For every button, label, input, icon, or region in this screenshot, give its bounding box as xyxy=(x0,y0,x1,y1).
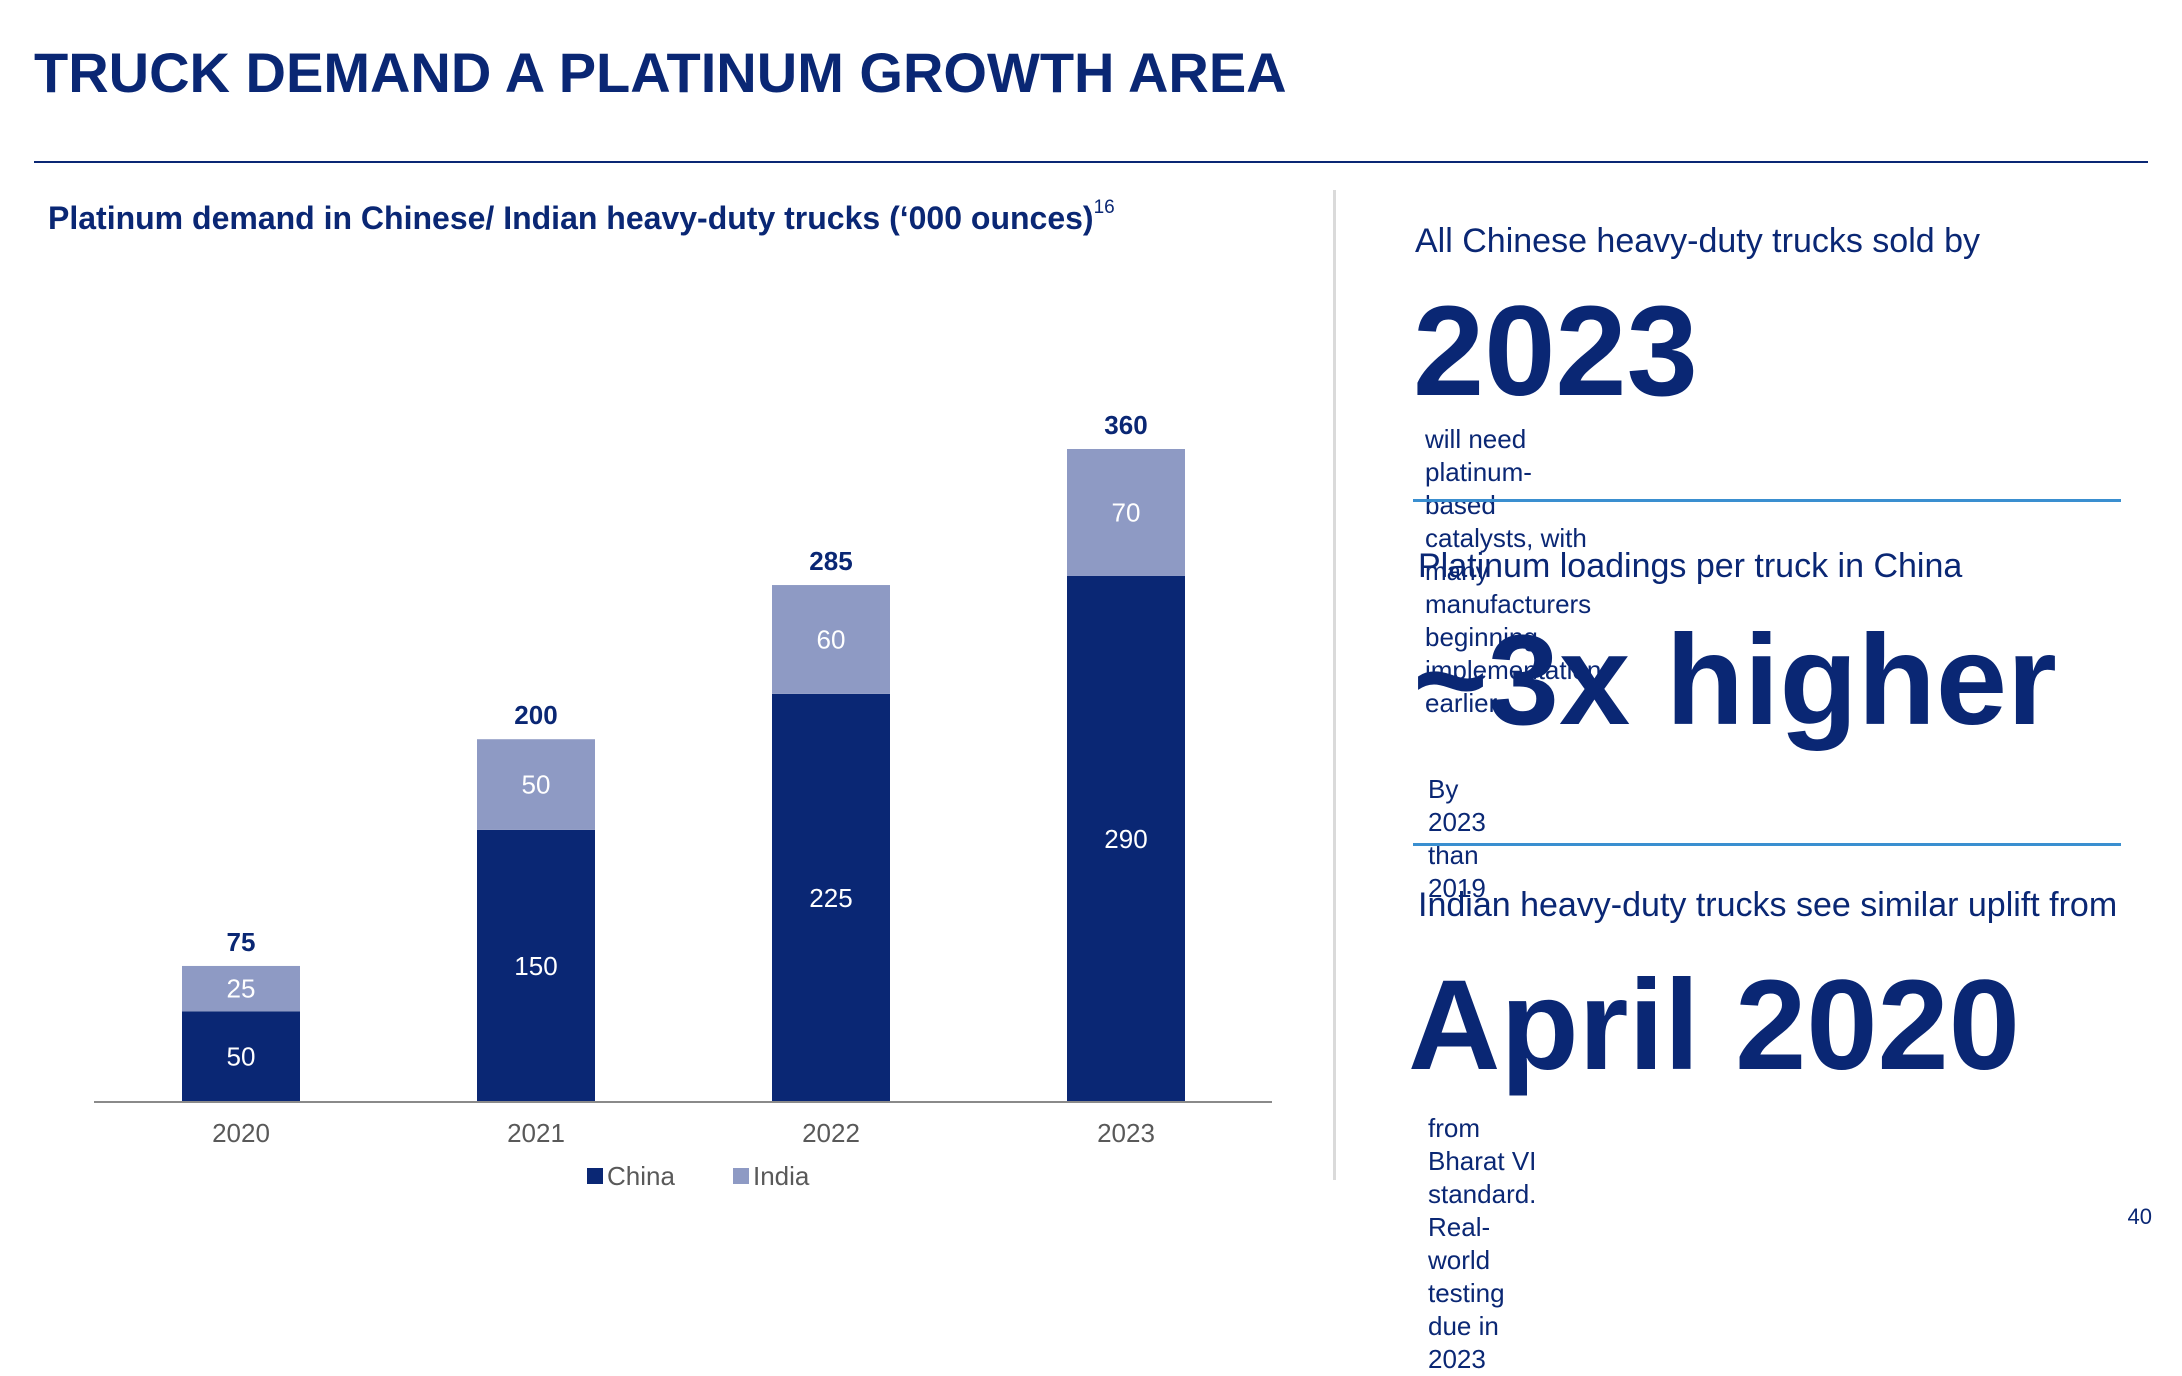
bar-china-2023 xyxy=(1067,575,1185,1102)
fact-3-value: April 2020 xyxy=(1408,954,2020,1097)
x-tick-label-2022: 2022 xyxy=(802,1118,860,1148)
fact-1-note: will need platinum-based catalysts, with… xyxy=(1425,423,1601,720)
fact-divider xyxy=(1413,843,2121,846)
bar-india-2020 xyxy=(182,965,300,1012)
legend-swatch-china xyxy=(587,1168,603,1184)
x-tick-label-2021: 2021 xyxy=(507,1118,565,1148)
fact-1-value: 2023 xyxy=(1413,280,1698,423)
data-label-china-2021: 150 xyxy=(514,951,557,981)
x-tick-label-2023: 2023 xyxy=(1097,1118,1155,1148)
fact-2-note: By 2023 than 2019 xyxy=(1428,773,1486,905)
fact-divider xyxy=(1413,499,2121,502)
data-label-india-2022: 60 xyxy=(817,624,846,654)
chart-title-footnote: 16 xyxy=(1093,197,1115,219)
bar-china-2022 xyxy=(772,693,890,1102)
bar-china-2021 xyxy=(477,829,595,1102)
title-divider xyxy=(34,161,2148,163)
total-label-2021: 200 xyxy=(514,700,557,730)
total-label-2022: 285 xyxy=(809,546,852,576)
data-label-india-2021: 50 xyxy=(522,770,551,800)
bar-india-2023 xyxy=(1067,449,1185,576)
legend-label-india: India xyxy=(753,1161,810,1191)
fact-3-note: from Bharat VI standard. Real-world test… xyxy=(1428,1112,1536,1376)
x-tick-label-2020: 2020 xyxy=(212,1118,270,1148)
bar-china-2020 xyxy=(182,1011,300,1102)
fact-1-lead: All Chinese heavy-duty trucks sold by xyxy=(1415,222,1981,260)
fact-2-value: ~3x higher xyxy=(1413,609,2057,752)
bar-india-2022 xyxy=(772,585,890,694)
data-label-china-2020: 50 xyxy=(227,1042,256,1072)
chart-title-text: Platinum demand in Chinese/ Indian heavy… xyxy=(48,200,1094,236)
fact-2-lead: Platinum loadings per truck in China xyxy=(1418,547,1963,585)
fact-1-note-line: beginning implementation earlier xyxy=(1425,622,1602,718)
legend-swatch-india xyxy=(733,1168,749,1184)
fact-1-note-line: will need platinum-based catalysts, with… xyxy=(1425,424,1592,619)
total-label-2023: 360 xyxy=(1104,410,1147,440)
page-number: 40 xyxy=(2127,1204,2152,1229)
slide-title: TRUCK DEMAND A PLATINUM GROWTH AREA xyxy=(34,41,1287,104)
fact-3-lead: Indian heavy-duty trucks see similar upl… xyxy=(1418,886,2118,924)
stacked-bar-chart: 50 25 75 2020 150 50 200 2021 225 60 285 2022 290 70 3… xyxy=(94,410,1272,1191)
bar-india-2021 xyxy=(477,739,595,830)
data-label-china-2023: 290 xyxy=(1104,824,1147,854)
chart-title: Platinum demand in Chinese/ Indian heavy… xyxy=(48,197,1115,237)
fact-3-note-line: from Bharat VI standard. Real-world test… xyxy=(1428,1113,1537,1374)
total-label-2020: 75 xyxy=(227,927,256,957)
fact-2-note-line: By 2023 than 2019 xyxy=(1428,774,1486,903)
legend-label-china: China xyxy=(607,1161,675,1191)
data-label-india-2023: 70 xyxy=(1112,497,1141,527)
data-label-china-2022: 225 xyxy=(809,883,852,913)
data-label-india-2020: 25 xyxy=(227,974,256,1004)
vertical-divider xyxy=(1333,190,1336,1180)
